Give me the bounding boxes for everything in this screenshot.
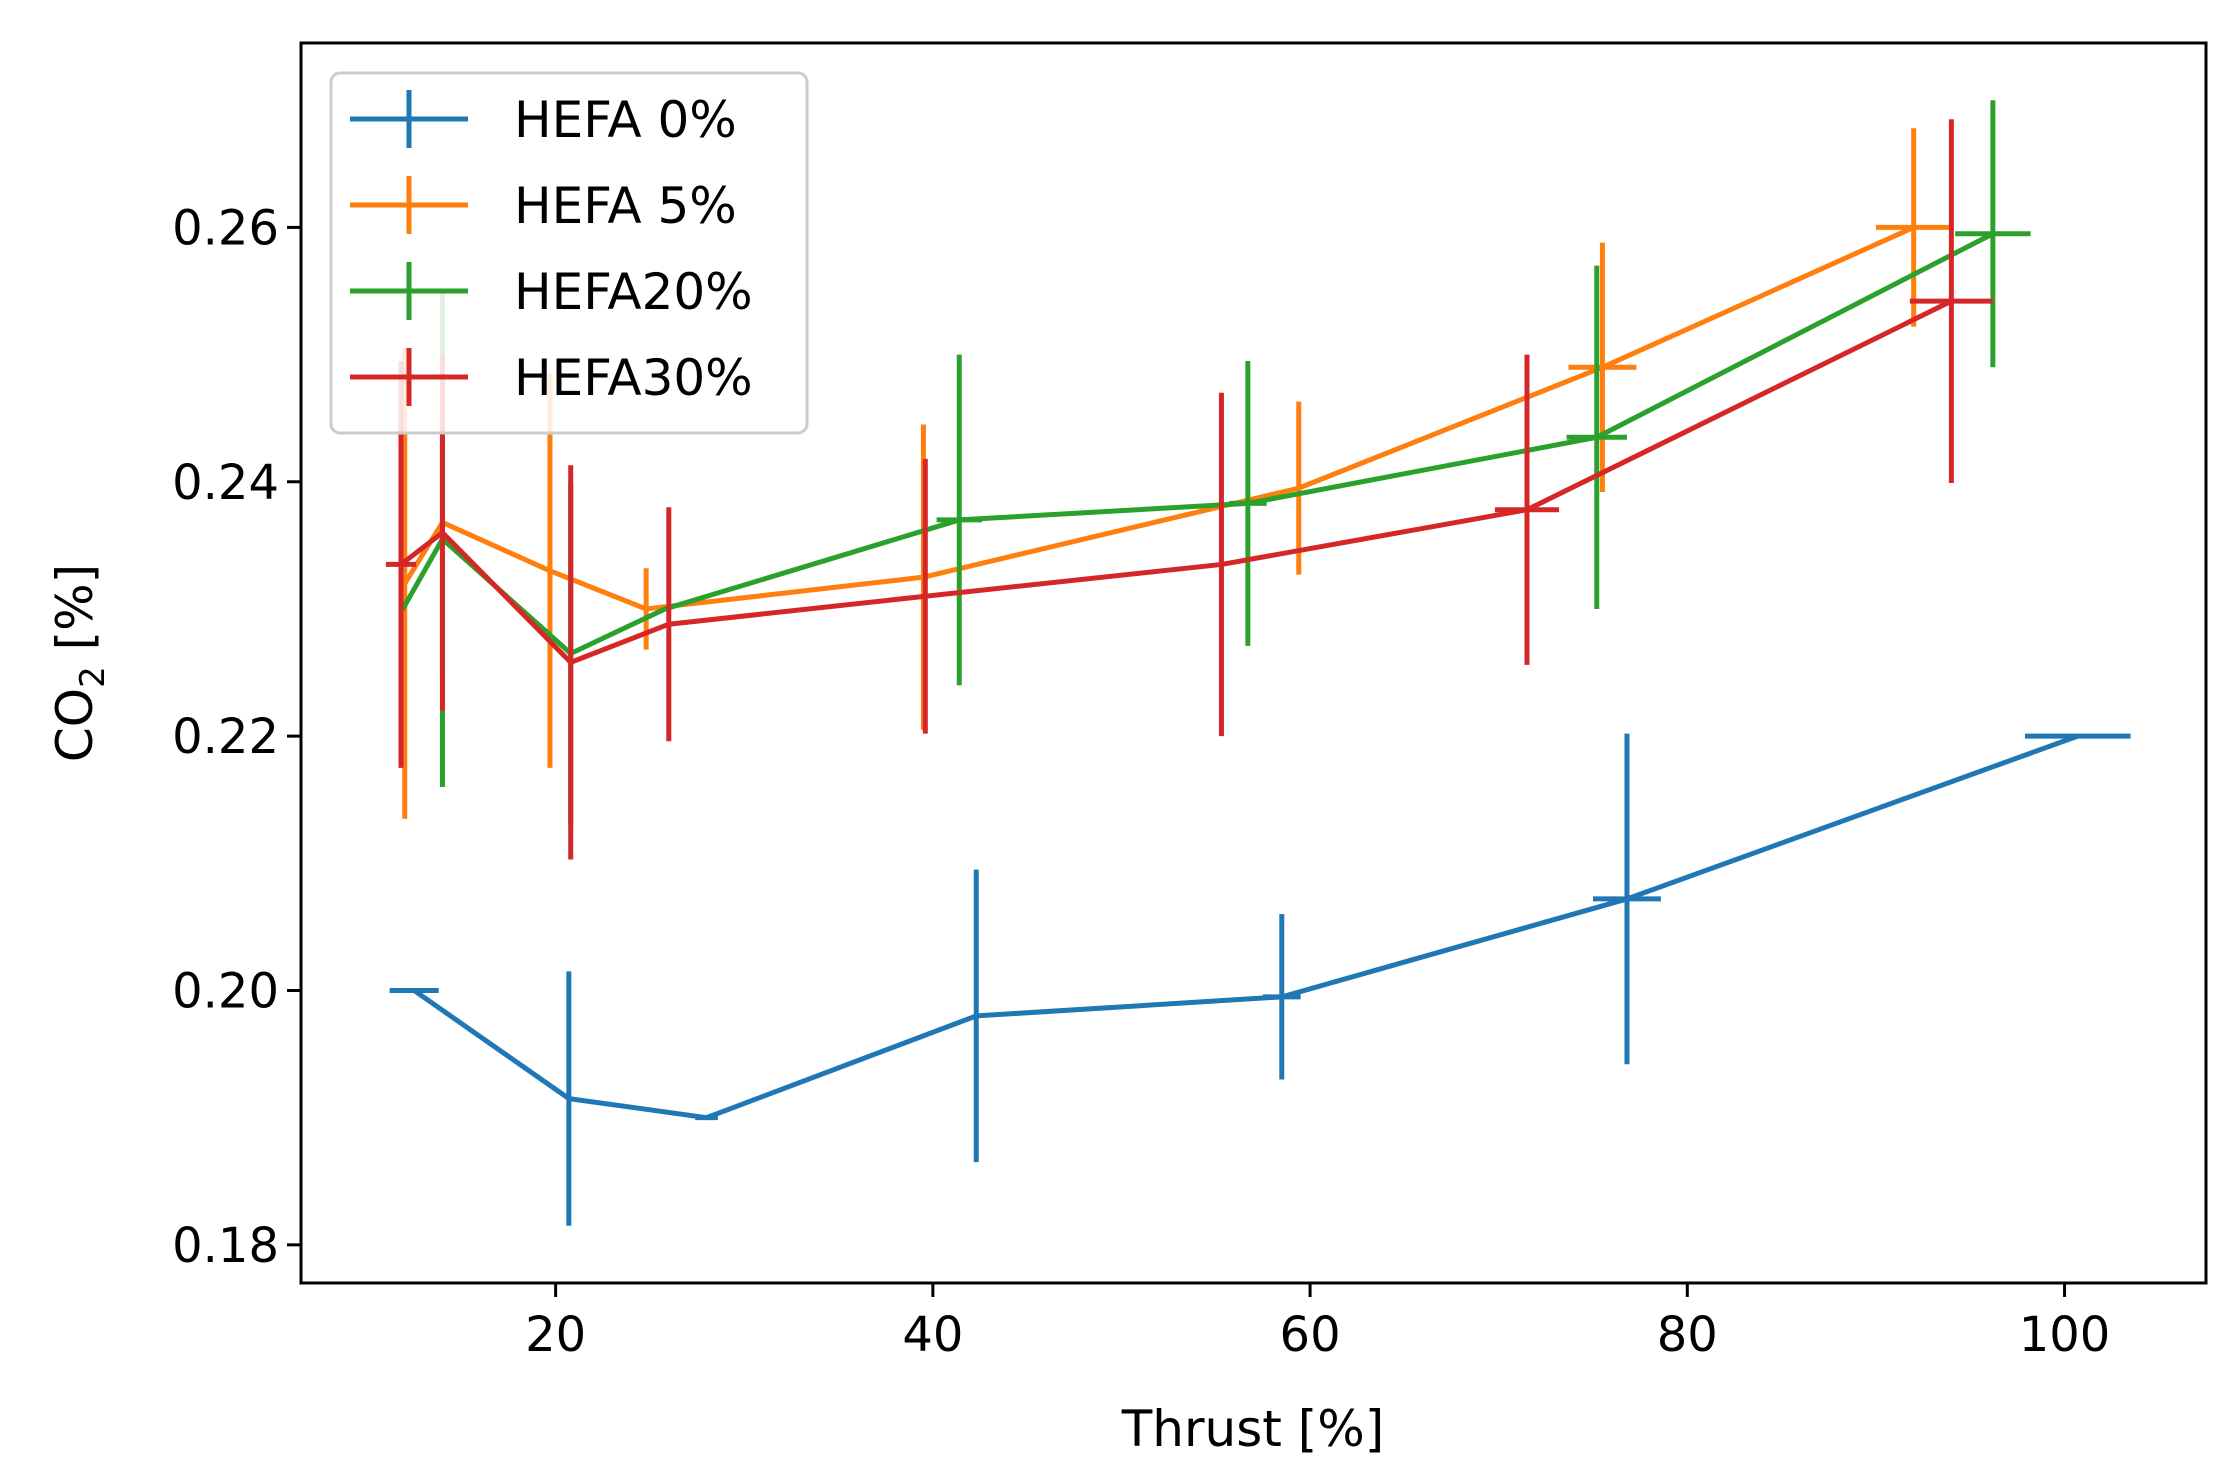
- y-tick-label: 0.22: [172, 709, 279, 765]
- legend-entry: HEFA 5%: [350, 176, 737, 235]
- y-tick-label: 0.26: [172, 200, 279, 256]
- data-point: [568, 659, 574, 665]
- legend: HEFA 0% HEFA 5% HEFA20% HEFA30%: [329, 71, 809, 435]
- data-point: [704, 1115, 710, 1121]
- data-point: [666, 621, 672, 627]
- data-point: [1245, 500, 1251, 506]
- y-axis-title-main: CO: [46, 688, 104, 762]
- legend-label: HEFA 5%: [514, 177, 737, 235]
- series-4: [385, 119, 1993, 860]
- data-point: [973, 1013, 979, 1019]
- data-point: [662, 606, 668, 612]
- legend-entry: HEFA20%: [350, 262, 753, 321]
- data-point: [1948, 298, 1954, 304]
- data-point: [1599, 364, 1605, 370]
- y-axis-title-subscript: 2: [73, 666, 113, 688]
- data-point: [2075, 733, 2081, 739]
- series-line: [400, 231, 1995, 656]
- series-1: [389, 733, 2131, 1226]
- legend-entry: HEFA 0%: [350, 90, 737, 149]
- data-point: [566, 1096, 572, 1102]
- data-point: [956, 517, 962, 523]
- legend-label: HEFA20%: [514, 263, 753, 321]
- data-point: [1594, 434, 1600, 440]
- data-point: [1279, 994, 1285, 1000]
- data-point: [1524, 507, 1530, 513]
- x-axis-title: Thrust [%]: [1121, 1400, 1385, 1458]
- legend-entries: HEFA 0% HEFA 5% HEFA20% HEFA30%: [350, 90, 753, 407]
- data-point: [439, 530, 445, 536]
- y-axis-ticks: 0.18 0.20 0.22 0.24 0.26: [172, 200, 301, 1274]
- legend-box: [329, 71, 809, 435]
- x-tick-label: 80: [1657, 1307, 1718, 1363]
- y-tick-label: 0.20: [172, 963, 279, 1019]
- y-axis-title-unit: [%]: [46, 564, 104, 666]
- x-axis-ticks: 20 40 60 80 100: [525, 1283, 2110, 1363]
- x-tick-label: 20: [525, 1307, 586, 1363]
- data-point: [922, 593, 928, 599]
- series-line: [402, 225, 1915, 612]
- data-point: [1911, 224, 1917, 230]
- data-point: [1624, 896, 1630, 902]
- y-tick-label: 0.24: [172, 455, 279, 511]
- x-tick-label: 100: [2019, 1307, 2111, 1363]
- data-point: [1990, 231, 1996, 237]
- legend-entry: HEFA30%: [350, 348, 753, 407]
- axes-frame: [299, 41, 2208, 1285]
- legend-label: HEFA30%: [514, 349, 753, 407]
- data-point: [547, 568, 553, 574]
- data-point: [1218, 561, 1224, 567]
- x-tick-label: 60: [1280, 1307, 1341, 1363]
- data-point: [402, 581, 408, 587]
- legend-label: HEFA 0%: [514, 91, 737, 149]
- data-point: [398, 561, 404, 567]
- plot-area: [385, 100, 2131, 1226]
- y-tick-label: 0.18: [172, 1218, 279, 1274]
- series-line: [399, 298, 1953, 665]
- data-point: [411, 987, 417, 993]
- x-tick-label: 40: [902, 1307, 963, 1363]
- data-point: [643, 606, 649, 612]
- y-axis-title: CO2 [%]: [46, 564, 113, 762]
- data-point: [1296, 485, 1302, 491]
